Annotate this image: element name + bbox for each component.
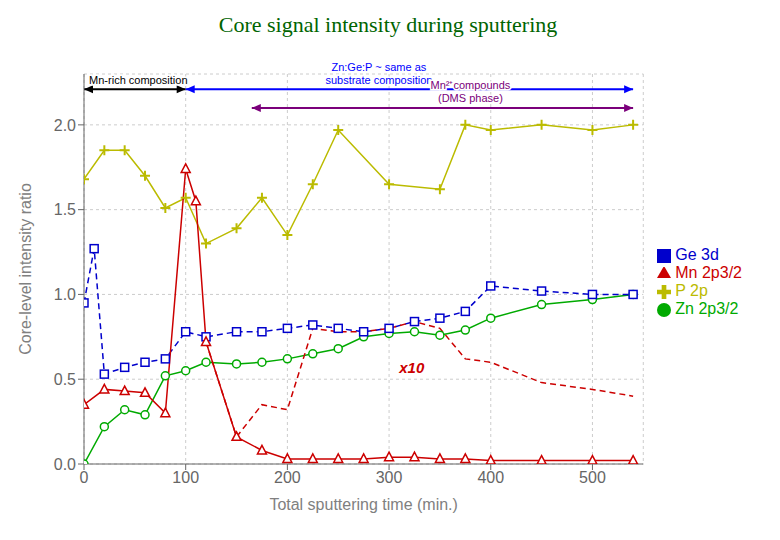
svg-text:0.0: 0.0 <box>54 456 76 473</box>
svg-text:0.5: 0.5 <box>54 371 76 388</box>
svg-text:2.0: 2.0 <box>54 117 76 134</box>
svg-text:0: 0 <box>80 469 89 486</box>
svg-text:Total sputtering time (min.): Total sputtering time (min.) <box>269 496 458 513</box>
html-text:Ge 3d: Ge 3d <box>675 246 719 263</box>
html-text:Zn 2p3/2: Zn 2p3/2 <box>675 300 739 317</box>
svg-text:x10: x10 <box>398 359 425 376</box>
svg-text:Mn-rich composition: Mn-rich composition <box>89 74 187 86</box>
html-text:Mn 2p3/2: Mn 2p3/2 <box>675 264 742 281</box>
svg-text:1.0: 1.0 <box>54 286 76 303</box>
svg-text:300: 300 <box>376 469 403 486</box>
html-text:P 2p: P 2p <box>675 282 708 299</box>
svg-text:100: 100 <box>172 469 199 486</box>
svg-text:Core-level intensity ratio: Core-level intensity ratio <box>17 183 34 355</box>
svg-text:400: 400 <box>477 469 504 486</box>
html-text:Core signal intensity during s: Core signal intensity during sputtering <box>218 12 558 37</box>
svg-text:1.5: 1.5 <box>54 201 76 218</box>
svg-text:Zn:Ge:P ~ same assubstrate com: Zn:Ge:P ~ same assubstrate composition <box>325 61 432 86</box>
svg-text:200: 200 <box>274 469 301 486</box>
svg-text:500: 500 <box>579 469 606 486</box>
svg-text:Mn²⁺compounds(DMS phase): Mn²⁺compounds(DMS phase) <box>430 79 510 104</box>
